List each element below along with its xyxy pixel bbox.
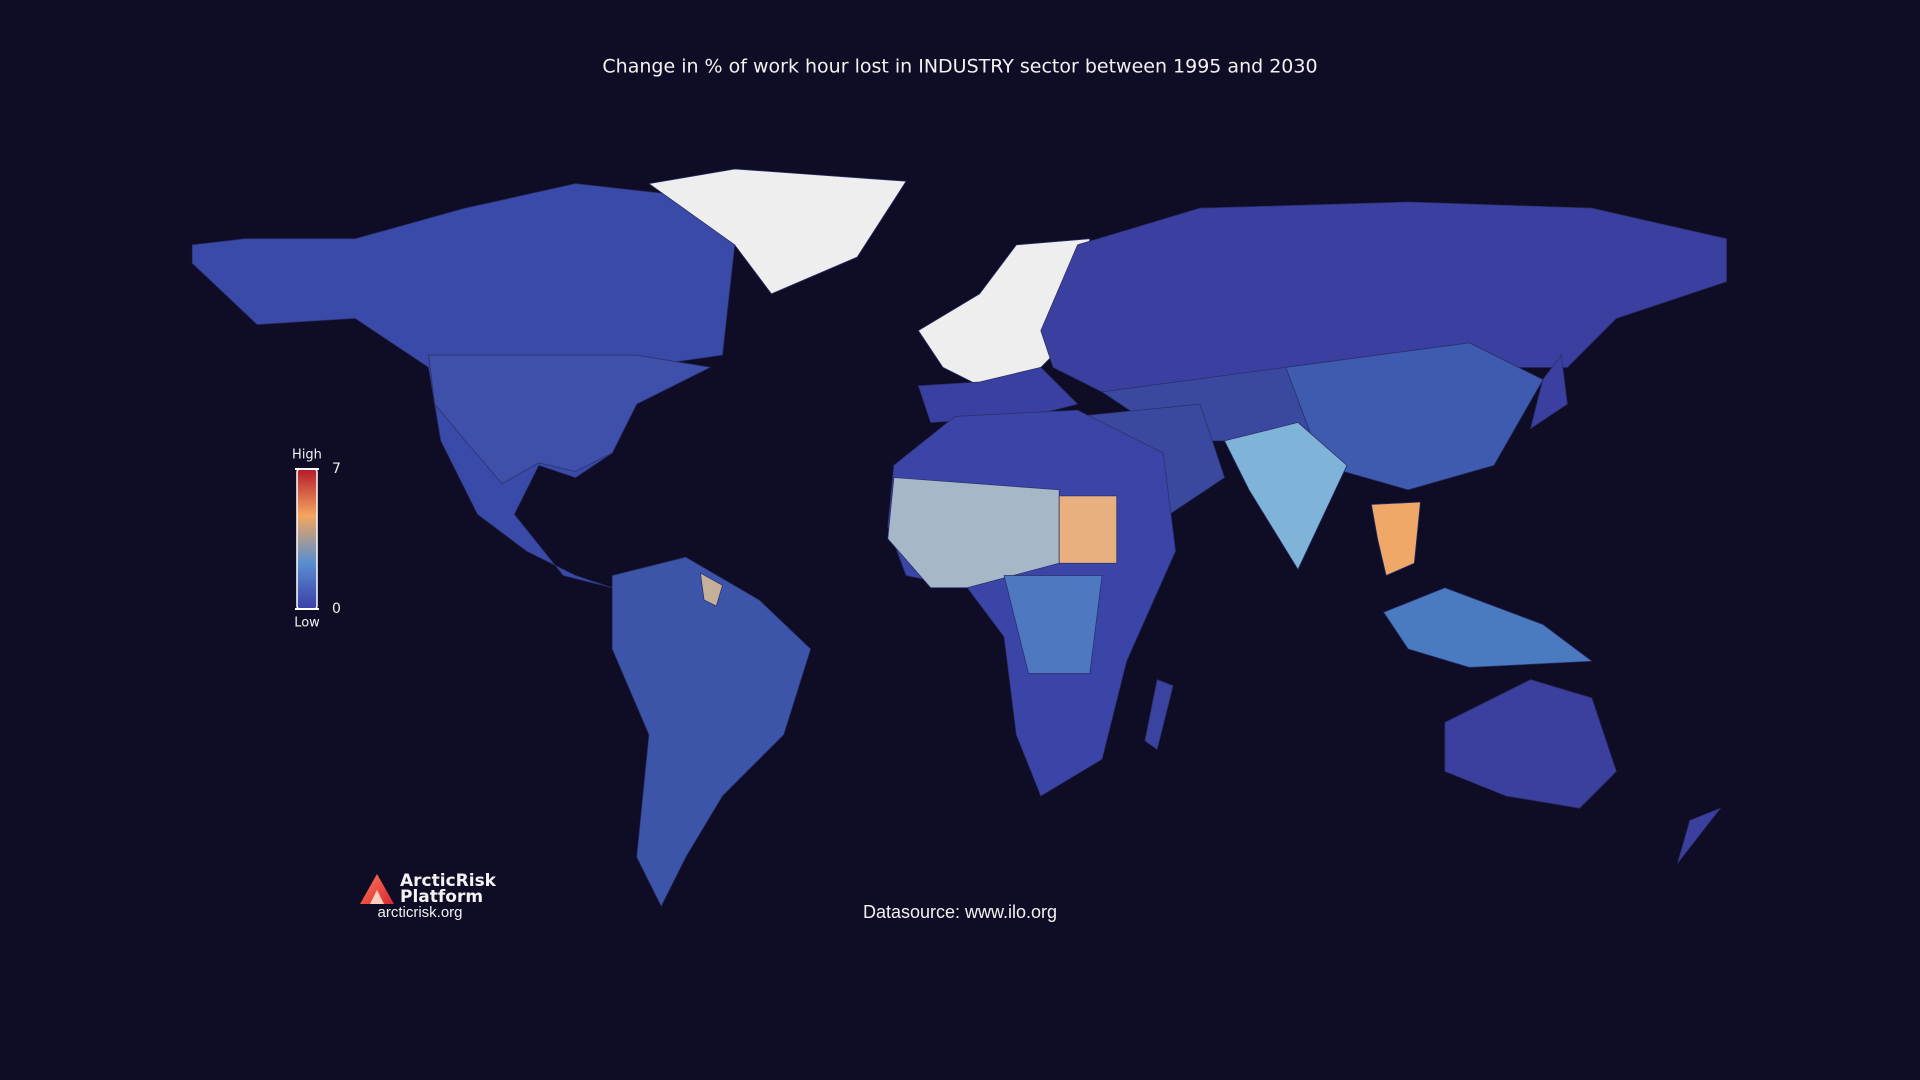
guianas xyxy=(699,572,723,607)
sudan xyxy=(1058,495,1118,564)
logo-icon xyxy=(360,874,394,904)
logo-url: arcticrisk.org xyxy=(377,904,462,921)
colorbar-tick-label: 7 xyxy=(332,461,341,477)
colorbar-low-label: Low xyxy=(294,616,320,631)
central-africa xyxy=(1003,575,1103,674)
logo-name: ArcticRisk xyxy=(400,871,497,891)
indonesia xyxy=(1383,587,1593,668)
new-zealand xyxy=(1677,807,1722,864)
australia xyxy=(1444,679,1617,809)
world-map xyxy=(191,168,1727,907)
map-title: Change in % of work hour lost in INDUSTR… xyxy=(602,56,1317,78)
south-america xyxy=(611,556,812,907)
datasource: Datasource: www.ilo.org xyxy=(863,902,1057,922)
usa xyxy=(428,354,712,485)
colorbar-high-label: High xyxy=(292,448,322,463)
madagascar xyxy=(1144,679,1174,751)
logo: ArcticRisk Platform arcticrisk.org xyxy=(360,871,497,921)
logo-name: Platform xyxy=(400,887,483,907)
colorbar-gradient xyxy=(296,468,318,610)
colorbar-tick-label: 0 xyxy=(332,601,341,617)
south-europe xyxy=(917,366,1079,423)
greenland xyxy=(648,168,907,295)
southeast-asia xyxy=(1371,501,1421,577)
west-africa xyxy=(887,477,1060,589)
india xyxy=(1223,422,1348,571)
logo-icon-inner xyxy=(370,890,384,904)
japan xyxy=(1530,354,1568,430)
russia xyxy=(1040,201,1727,405)
colorbar: High Low 0 7 xyxy=(292,448,341,631)
